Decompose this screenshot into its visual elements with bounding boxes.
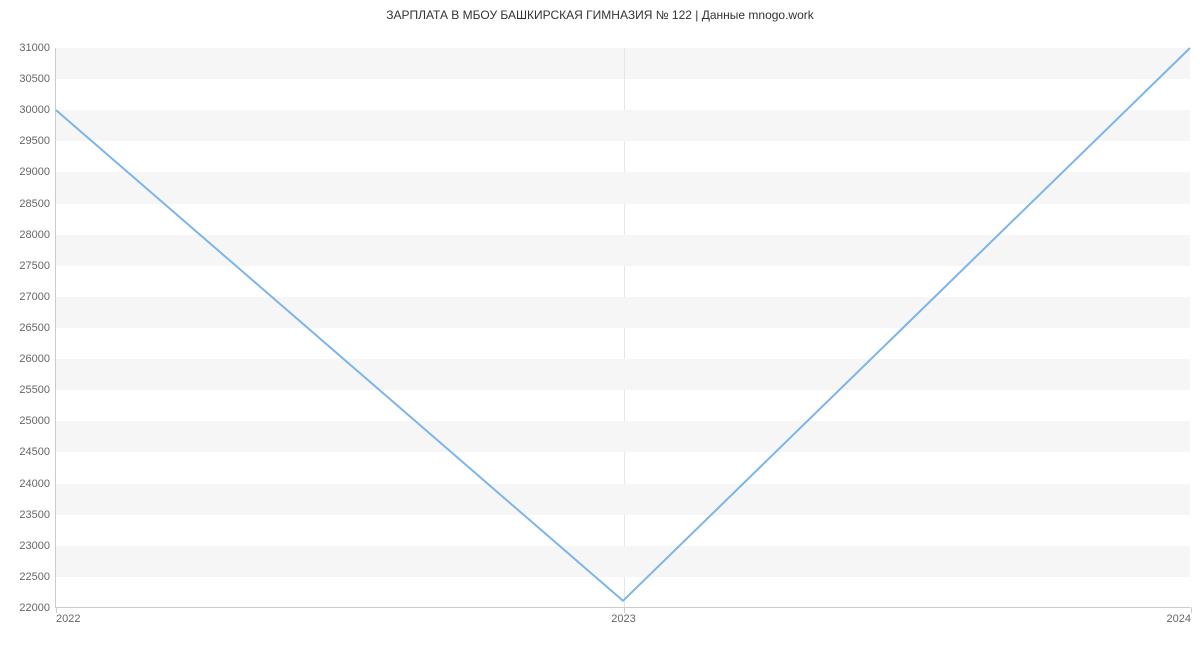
y-axis-tick-label: 24000	[19, 478, 50, 490]
x-axis-tick-mark	[1191, 607, 1192, 613]
y-axis-tick-label: 25500	[19, 384, 50, 396]
y-axis-tick-label: 28000	[19, 229, 50, 241]
y-axis-tick-label: 23500	[19, 509, 50, 521]
y-axis-tick-label: 26000	[19, 353, 50, 365]
x-axis-tick-label: 2022	[56, 613, 80, 625]
y-axis-tick-label: 30000	[19, 104, 50, 116]
y-axis-tick-label: 29500	[19, 135, 50, 147]
y-axis-tick-label: 22000	[19, 602, 50, 614]
y-axis-tick-label: 22500	[19, 571, 50, 583]
y-axis-tick-label: 24500	[19, 446, 50, 458]
y-axis-tick-label: 27500	[19, 260, 50, 272]
y-axis-tick-label: 26500	[19, 322, 50, 334]
y-axis-tick-label: 31000	[19, 42, 50, 54]
y-axis-tick-label: 30500	[19, 73, 50, 85]
x-axis-tick-label: 2024	[1167, 613, 1191, 625]
salary-line-chart: ЗАРПЛАТА В МБОУ БАШКИРСКАЯ ГИМНАЗИЯ № 12…	[0, 0, 1200, 650]
y-axis-tick-label: 25000	[19, 415, 50, 427]
chart-line-layer	[56, 48, 1190, 607]
chart-title: ЗАРПЛАТА В МБОУ БАШКИРСКАЯ ГИМНАЗИЯ № 12…	[0, 8, 1200, 22]
series-line-salary	[56, 48, 1190, 601]
y-axis-tick-label: 27000	[19, 291, 50, 303]
plot-area: 2200022500230002350024000245002500025500…	[55, 48, 1190, 608]
y-axis-tick-label: 28500	[19, 198, 50, 210]
y-axis-tick-label: 23000	[19, 540, 50, 552]
x-axis-tick-label: 2023	[611, 613, 635, 625]
y-axis-tick-label: 29000	[19, 166, 50, 178]
